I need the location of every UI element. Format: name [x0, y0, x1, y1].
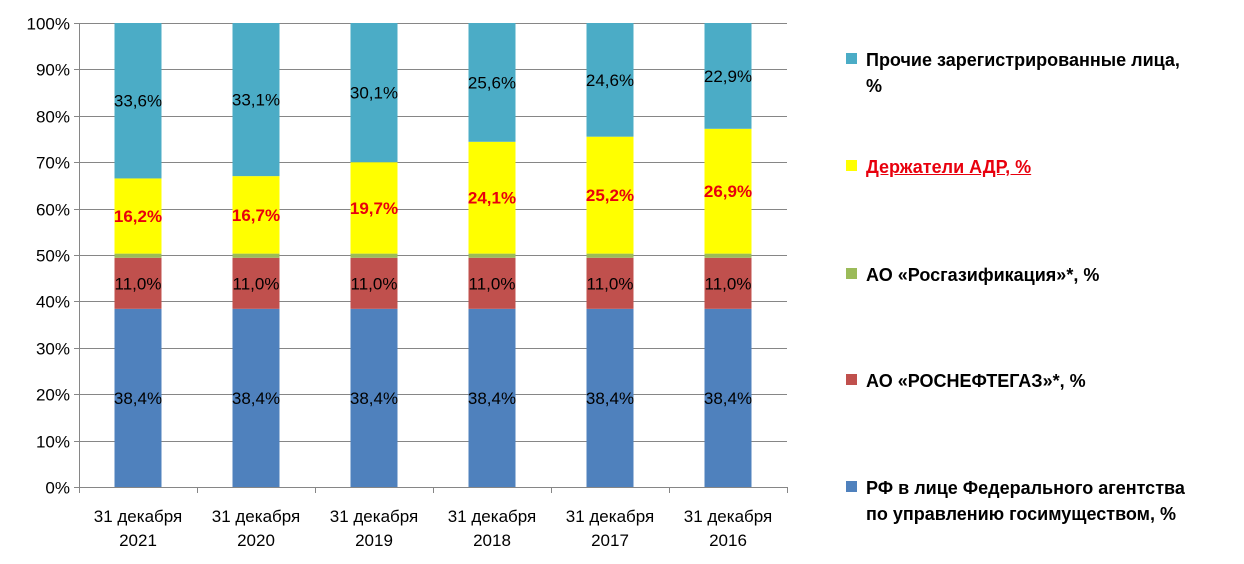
legend-swatch-adr	[846, 160, 857, 171]
x-tick-label-c2-l0: 31 декабря	[330, 507, 418, 526]
data-label-s1-c5: 11,0%	[705, 274, 752, 293]
data-label-s3-c0: 16,2%	[114, 207, 162, 226]
x-tick-label-c4-l1: 2017	[591, 531, 629, 550]
stacked-bar-chart: 0% 10% 20% 30% 40% 50% 60% 70% 80% 90% 100% 38,4% 1…	[27, 15, 788, 550]
bar-seg-s0-c5	[704, 308, 752, 487]
y-axis-ticks: 0% 10% 20% 30% 40% 50% 60% 70% 80% 90% 100%	[27, 15, 80, 498]
y-tick-label-100: 100%	[27, 15, 70, 34]
bar-seg-s2-c1	[232, 253, 280, 258]
y-tick-label-80: 80%	[36, 108, 70, 127]
bar-seg-s3-c0	[114, 178, 162, 254]
data-label-s0-c5: 38,4%	[704, 389, 752, 408]
bar-seg-s2-c3	[468, 253, 516, 258]
bar-seg-s1-c5	[704, 257, 752, 309]
legend-item-adr: Держатели АДР, %	[846, 154, 1236, 180]
x-tick-label-c1-l0: 31 декабря	[212, 507, 300, 526]
legend-label-other: Прочие зарегистрированные лица,%	[866, 50, 1180, 96]
data-label-s3-c1: 16,7%	[232, 206, 280, 225]
data-label-s4-c0: 33,6%	[114, 92, 162, 111]
data-label-s0-c4: 38,4%	[586, 389, 634, 408]
bar-seg-s1-c0	[114, 257, 162, 309]
y-tick-label-70: 70%	[36, 154, 70, 173]
y-tick-label-60: 60%	[36, 201, 70, 220]
data-label-s4-c4: 24,6%	[586, 71, 634, 90]
bar-seg-s0-c3	[468, 308, 516, 487]
legend-label-adr: Держатели АДР, %	[866, 157, 1032, 177]
data-label-s3-c4: 25,2%	[586, 186, 634, 205]
bar-seg-s4-c3	[468, 23, 516, 142]
x-tick-label-c2-l1: 2019	[355, 531, 393, 550]
bar-seg-s2-c5	[704, 253, 752, 258]
legend-swatch-rf	[846, 481, 857, 492]
data-label-s1-c1: 11,0%	[233, 274, 280, 293]
data-label-s4-c1: 33,1%	[232, 91, 280, 110]
data-label-s3-c5: 26,9%	[704, 182, 752, 201]
legend-item-other: Прочие зарегистрированные лица,%	[846, 47, 1236, 99]
y-tick-label-20: 20%	[36, 386, 70, 405]
data-label-s1-c2: 11,0%	[351, 274, 398, 293]
x-tick-label-c5-l1: 2016	[709, 531, 747, 550]
data-label-s0-c0: 38,4%	[114, 389, 162, 408]
bar-seg-s1-c2	[350, 257, 398, 309]
y-tick-label-90: 90%	[36, 61, 70, 80]
legend-label-rosgazifikaciya: АО «Росгазификация»*, %	[866, 265, 1100, 285]
data-label-s1-c4: 11,0%	[587, 274, 634, 293]
bar-seg-s0-c1	[232, 308, 280, 487]
x-tick-label-c3-l1: 2018	[473, 531, 511, 550]
x-tick-label-c1-l1: 2020	[237, 531, 275, 550]
y-tick-label-0: 0%	[45, 479, 70, 498]
legend: Прочие зарегистрированные лица,% Держате…	[846, 0, 1244, 564]
bar-labels: 38,4% 11,0% 16,2% 33,6% 38,4% 11,0% 16,7% 33,1%…	[114, 67, 752, 408]
x-tick-label-c3-l0: 31 декабря	[448, 507, 536, 526]
bar-seg-s4-c5	[704, 23, 752, 129]
data-label-s0-c2: 38,4%	[350, 389, 398, 408]
bar-seg-s0-c0	[114, 308, 162, 487]
grid-lines	[79, 23, 787, 442]
legend-label-rf: РФ в лице Федерального агентства по управ…	[866, 478, 1185, 524]
x-tick-label-c0-l0: 31 декабря	[94, 507, 182, 526]
y-tick-label-30: 30%	[36, 340, 70, 359]
data-label-s4-c2: 30,1%	[350, 84, 398, 103]
legend-swatch-rosneftegaz	[846, 374, 857, 385]
data-label-s4-c5: 22,9%	[704, 67, 752, 86]
bar-seg-s4-c2	[350, 23, 398, 163]
bar-seg-s3-c4	[586, 136, 634, 254]
data-label-s1-c0: 11,0%	[115, 274, 162, 293]
bar-seg-s1-c1	[232, 257, 280, 309]
bar-seg-s4-c1	[232, 23, 280, 177]
bar-seg-s3-c1	[232, 176, 280, 254]
bar-seg-s1-c3	[468, 257, 516, 309]
legend-swatch-other	[846, 53, 857, 64]
bar-seg-s4-c4	[586, 23, 634, 137]
y-tick-label-40: 40%	[36, 293, 70, 312]
legend-item-rosgazifikaciya: АО «Росгазификация»*, %	[846, 262, 1236, 288]
bar-seg-s3-c2	[350, 162, 398, 254]
bar-seg-s4-c0	[114, 23, 162, 179]
legend-label-rosneftegaz: АО «РОСНЕФТЕГАЗ»*, %	[866, 371, 1086, 391]
bar-seg-s2-c2	[350, 253, 398, 258]
bar-seg-s1-c4	[586, 257, 634, 309]
bars	[114, 23, 752, 487]
bar-seg-s0-c4	[586, 308, 634, 487]
x-axis: 31 декабря 2021 31 декабря 2020 31 декабря 20…	[79, 487, 788, 550]
data-label-s0-c1: 38,4%	[232, 389, 280, 408]
x-tick-label-c5-l0: 31 декабря	[684, 507, 772, 526]
bar-seg-s2-c4	[586, 253, 634, 258]
y-tick-label-10: 10%	[36, 433, 70, 452]
data-label-s3-c2: 19,7%	[350, 199, 398, 218]
bar-seg-s2-c0	[114, 253, 162, 258]
data-label-s0-c3: 38,4%	[468, 389, 516, 408]
x-tick-label-c0-l1: 2021	[119, 531, 157, 550]
bar-seg-s0-c2	[350, 308, 398, 487]
data-label-s1-c3: 11,0%	[469, 274, 516, 293]
legend-item-rosneftegaz: АО «РОСНЕФТЕГАЗ»*, %	[846, 368, 1236, 394]
bar-seg-s3-c5	[704, 128, 752, 254]
legend-item-rf: РФ в лице Федерального агентства по управ…	[846, 475, 1236, 527]
y-tick-label-50: 50%	[36, 247, 70, 266]
data-label-s3-c3: 24,1%	[468, 189, 516, 208]
legend-swatch-rosgazifikaciya	[846, 268, 857, 279]
bar-seg-s3-c3	[468, 141, 516, 254]
x-tick-label-c4-l0: 31 декабря	[566, 507, 654, 526]
data-label-s4-c3: 25,6%	[468, 73, 516, 92]
